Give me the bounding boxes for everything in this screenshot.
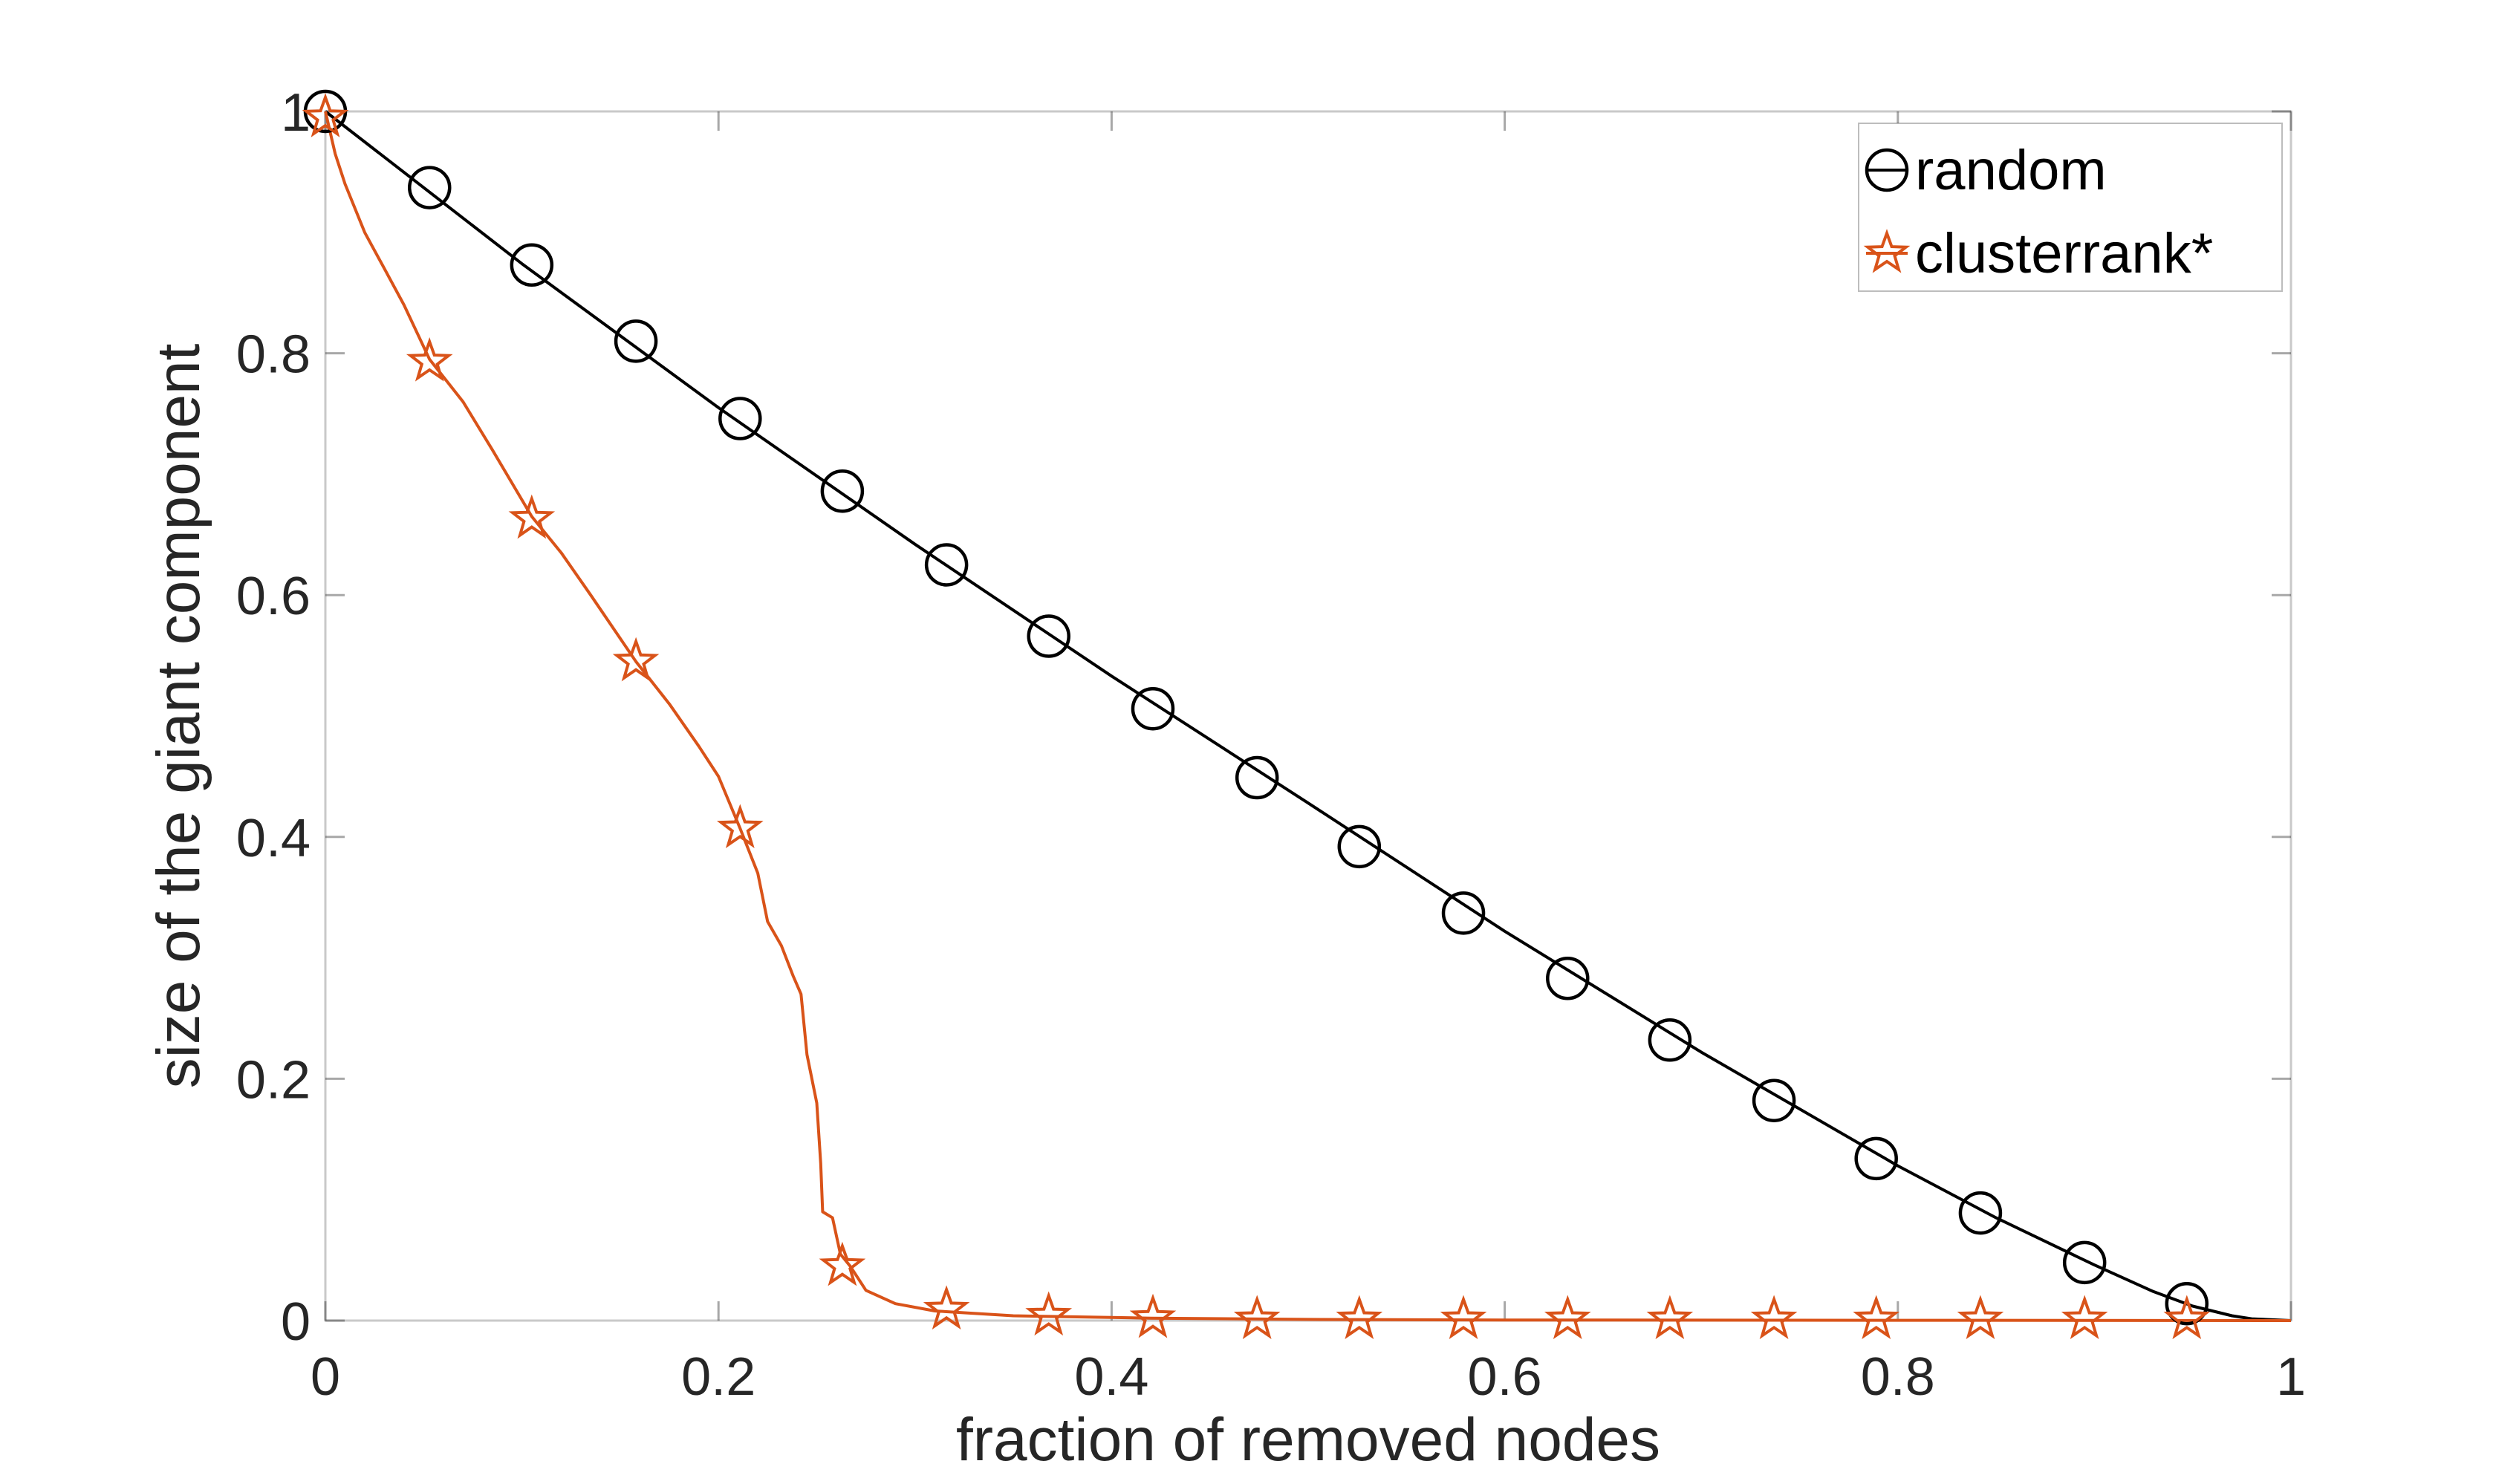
data-point-random — [1854, 1136, 1898, 1181]
data-point-random — [1337, 824, 1382, 869]
data-point-clusterrank — [406, 337, 453, 382]
x-tick-label: 0 — [311, 1347, 340, 1407]
legend-label-random: random — [1915, 139, 2107, 202]
legend: random clusterrank* — [1858, 123, 2283, 292]
y-tick-label: 0 — [281, 1292, 311, 1352]
y-tick-label: 0.4 — [236, 809, 311, 868]
series-line-clusterrank — [324, 111, 2292, 1322]
data-point-random — [1752, 1078, 1796, 1122]
data-point-random — [510, 243, 554, 287]
y-tick-label: 0.6 — [236, 567, 311, 626]
axis-ticks — [324, 110, 2292, 1322]
data-point-clusterrank — [819, 1241, 866, 1286]
legend-label-clusterrank: clusterrank* — [1915, 222, 2213, 285]
data-point-clusterrank — [2163, 1295, 2211, 1340]
data-point-clusterrank — [612, 637, 660, 682]
y-tick-label: 0.8 — [236, 325, 311, 385]
legend-marker-random — [1865, 148, 1909, 192]
data-point-clusterrank — [508, 494, 556, 539]
data-point-random — [2062, 1240, 2107, 1285]
y-tick-label: 1 — [281, 83, 311, 143]
data-point-clusterrank — [1544, 1295, 1591, 1340]
x-tick-label: 0.4 — [1074, 1347, 1148, 1407]
y-axis-label: size of the giant component — [145, 343, 212, 1088]
x-tick-label: 0.2 — [681, 1347, 755, 1407]
data-point-clusterrank — [1129, 1293, 1177, 1338]
data-point-clusterrank — [1957, 1295, 2004, 1340]
data-point-clusterrank — [1750, 1295, 1798, 1339]
data-point-clusterrank — [1853, 1295, 1900, 1339]
data-point-random — [1648, 1018, 1692, 1062]
data-point-clusterrank — [1233, 1295, 1281, 1339]
data-point-random — [820, 469, 865, 513]
plot-area — [324, 110, 2292, 1322]
legend-marker-clusterrank — [1863, 229, 1911, 273]
y-tick-label: 0.2 — [236, 1050, 311, 1110]
series-markers — [302, 89, 2211, 1340]
data-point-random — [1235, 755, 1279, 800]
data-point-random — [614, 319, 658, 363]
data-point-clusterrank — [1646, 1295, 1694, 1340]
series-line-random — [324, 110, 2292, 1322]
data-point-clusterrank — [1440, 1295, 1487, 1340]
data-point-random — [407, 166, 452, 209]
data-point-random — [924, 543, 969, 587]
data-point-clusterrank — [1336, 1295, 1383, 1339]
x-tick-label: 1 — [2276, 1347, 2306, 1407]
tick-labels: 0 0.2 0.4 0.6 0.8 1 0 0.2 0.4 0.6 0.8 1 — [236, 83, 2306, 1407]
legend-entry-clusterrank: clusterrank* — [1863, 222, 2213, 285]
series-lines — [324, 110, 2292, 1322]
legend-symbol-clusterrank — [1863, 229, 1911, 273]
data-point-random — [1546, 957, 1590, 1000]
legend-box — [1858, 123, 2283, 292]
legend-symbol-random — [1865, 148, 1909, 192]
x-tick-label: 0.6 — [1468, 1347, 1542, 1407]
data-point-random — [1027, 614, 1070, 658]
x-tick-label: 0.8 — [1861, 1347, 1935, 1407]
data-point-random — [1441, 891, 1486, 935]
data-point-clusterrank — [923, 1285, 970, 1330]
data-point-random — [2165, 1281, 2209, 1326]
data-point-clusterrank — [1025, 1291, 1073, 1336]
data-point-clusterrank — [302, 93, 349, 137]
data-point-clusterrank — [716, 804, 764, 848]
data-point-clusterrank — [2061, 1295, 2108, 1340]
x-axis-label: fraction of removed nodes — [956, 1406, 1660, 1474]
data-point-random — [1958, 1191, 2003, 1235]
data-point-random — [718, 397, 762, 440]
data-point-random — [1131, 686, 1175, 731]
legend-entry-random: random — [1865, 139, 2107, 202]
